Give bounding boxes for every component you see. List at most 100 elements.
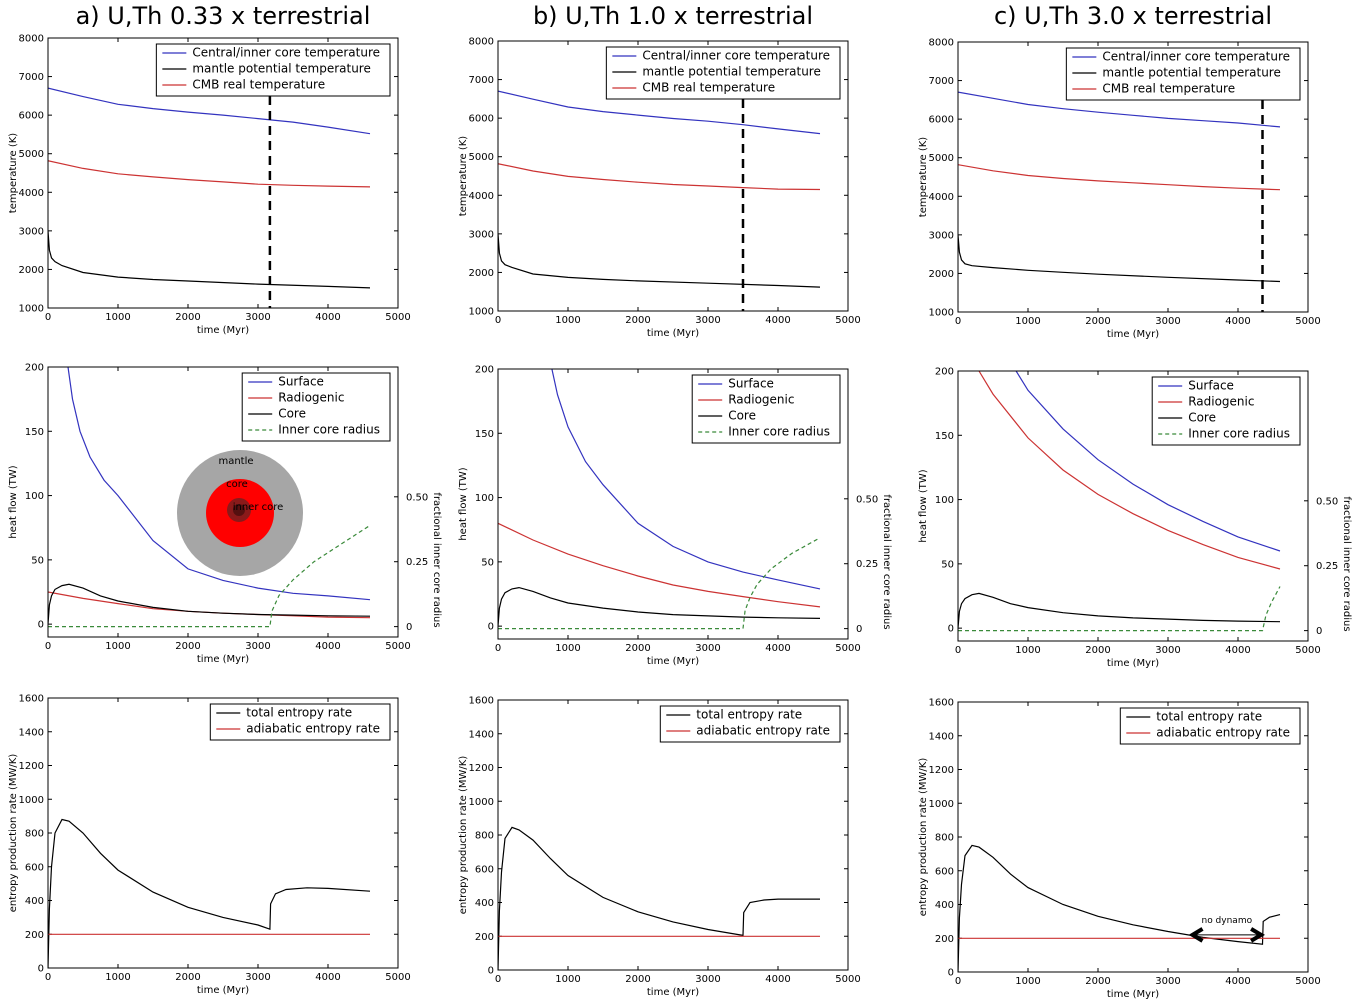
y-tick-label: 100 [935, 495, 954, 506]
series-line [48, 583, 371, 625]
y-tick-label: 7000 [469, 75, 494, 86]
legend-label: adiabatic entropy rate [246, 722, 380, 736]
series-line [958, 234, 1281, 283]
y-tick-label: 2000 [469, 268, 494, 279]
x-tick-label: 3000 [245, 641, 270, 652]
panel: 0 1000 2000 3000 4000 500005010015020000.250.… [8, 363, 442, 666]
legend-label: Inner core radius [1188, 427, 1290, 441]
x-tick-label: 2000 [175, 972, 200, 983]
y2-tick-label: 0.50 [406, 492, 428, 503]
plot-area [498, 826, 820, 970]
y-tick-label: 1600 [19, 694, 44, 705]
y-tick-label: 50 [941, 559, 954, 570]
series-line [498, 522, 821, 608]
axes-frame [957, 370, 1309, 642]
x-tick-label: 3000 [1155, 316, 1180, 327]
legend: Central/inner core temperature mantle pot… [155, 43, 391, 97]
y-tick-label: 5000 [469, 152, 494, 163]
series-line [498, 826, 820, 970]
inset-label: core [226, 479, 248, 490]
panel: 0 1000 2000 3000 4000 5000 0 200 400 600 800 1000 12… [918, 698, 1321, 1001]
legend-label: Radiogenic [1188, 395, 1254, 409]
x-tick-label: 3000 [695, 974, 720, 985]
x-tick-label: 0 [495, 643, 501, 654]
panel-title: b) U,Th 1.0 x terrestrial [533, 2, 813, 30]
y-tick-label: 6000 [469, 114, 494, 125]
y-tick-label: 2000 [19, 265, 44, 276]
y2-tick-label: 0 [856, 624, 862, 635]
series-line [958, 592, 1281, 629]
y-tick-label: 800 [25, 829, 44, 840]
y-tick-label: 50 [481, 557, 494, 568]
y-tick-label: 1000 [469, 797, 494, 808]
legend-label: Central/inner core temperature [192, 46, 380, 60]
legend-box [691, 374, 841, 444]
x-tick-label: 5000 [385, 312, 410, 323]
x-tick-label: 0 [45, 641, 51, 652]
y-tick-label: 4000 [929, 192, 954, 203]
legend-label: Inner core radius [278, 423, 380, 437]
legend-label: adiabatic entropy rate [696, 724, 830, 738]
legend-box [605, 46, 841, 100]
y-tick-label: 4000 [19, 188, 44, 199]
y2-tick-label: 0 [406, 622, 412, 633]
y-tick-label: 200 [935, 934, 954, 945]
x-tick-label: 0 [495, 974, 501, 985]
x-tick-label: 1000 [1015, 316, 1040, 327]
x-axis-label: time (Myr) [647, 328, 699, 339]
y-tick-label: 200 [25, 363, 44, 374]
y-tick-label: 3000 [19, 226, 44, 237]
y-tick-label: 200 [935, 367, 954, 378]
legend-box [155, 43, 391, 97]
panel: 0 1000 2000 3000 4000 5000 0 200 400 600 800 1000 12… [458, 696, 861, 999]
legend-label: Central/inner core temperature [1102, 50, 1290, 64]
legend-box [1119, 707, 1301, 745]
legend-label: mantle potential temperature [192, 62, 371, 76]
legend-label: Core [278, 407, 306, 421]
x-tick-label: 3000 [695, 643, 720, 654]
inner-core-center [233, 504, 245, 516]
y-tick-label: 4000 [469, 191, 494, 202]
legend-label: CMB real temperature [1102, 82, 1235, 96]
x-tick-label: 1000 [555, 643, 580, 654]
panel: 0 1000 2000 3000 4000 5000 0 200 400 600 800 1000 12… [8, 694, 411, 997]
legend-box [659, 705, 841, 743]
panel-title: a) U,Th 0.33 x terrestrial [76, 2, 371, 30]
x-tick-label: 2000 [625, 315, 650, 326]
x-tick-label: 2000 [625, 643, 650, 654]
legend-box [1065, 47, 1301, 101]
y-tick-label: 6000 [929, 115, 954, 126]
axes-frame [957, 701, 1309, 973]
x-tick-label: 5000 [835, 643, 860, 654]
y-tick-label: 0 [488, 622, 494, 633]
legend-label: mantle potential temperature [642, 65, 821, 79]
axes-frame [47, 697, 399, 969]
x-tick-label: 0 [955, 976, 961, 987]
y-tick-label: 0 [38, 964, 44, 975]
legend-box [241, 372, 391, 442]
y-tick-label: 6000 [19, 111, 44, 122]
x-tick-label: 4000 [765, 974, 790, 985]
series-line [1015, 371, 1281, 552]
panel: 0 1000 2000 3000 4000 500005010015020000.250.… [918, 367, 1352, 670]
x-tick-label: 2000 [175, 641, 200, 652]
legend-label: adiabatic entropy rate [1156, 726, 1290, 740]
y-axis-label: heat flow (TW) [458, 467, 469, 540]
y-tick-label: 2000 [929, 269, 954, 280]
y-tick-label: 1400 [929, 731, 954, 742]
y-tick-label: 1200 [19, 761, 44, 772]
legend-label: total entropy rate [696, 708, 802, 722]
panel: 0 1000 2000 3000 4000 500005010015020000.250.… [458, 365, 892, 668]
x-tick-label: 4000 [1225, 316, 1250, 327]
y2-tick-label: 0.50 [856, 494, 878, 505]
series-line [498, 90, 821, 135]
axes-frame [497, 368, 849, 640]
x-tick-label: 4000 [765, 315, 790, 326]
series-line [498, 586, 821, 627]
y-tick-label: 1600 [929, 698, 954, 709]
arrow-head [1188, 927, 1204, 943]
y-tick-label: 1400 [19, 727, 44, 738]
legend-box [209, 703, 391, 741]
y-tick-label: 0 [38, 620, 44, 631]
legend-label: Core [1188, 411, 1216, 425]
